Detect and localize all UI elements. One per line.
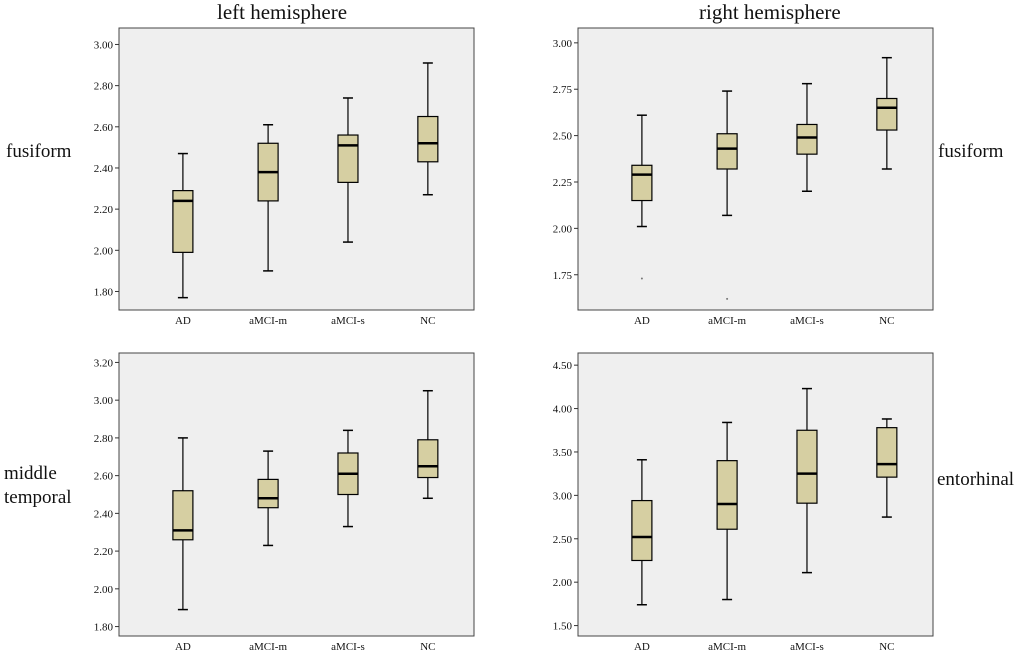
row-label-top-right: fusiform — [938, 141, 1004, 162]
left-middle-temporal-ytick-label: 3.20 — [94, 357, 114, 369]
right-fusiform-ytick-label: 2.25 — [553, 177, 573, 189]
right-entorhinal-box-AD — [631, 499, 653, 562]
left-fusiform-ytick-label: 2.60 — [94, 122, 114, 134]
left-middle-temporal-category-label-AD: AD — [175, 641, 191, 653]
left-fusiform-ytick-label: 2.20 — [94, 204, 114, 216]
right-entorhinal-box-aMCI-m — [716, 460, 738, 530]
right-fusiform-category-label-NC: NC — [879, 315, 894, 327]
left-middle-temporal-ytick-label: 2.00 — [94, 584, 114, 596]
left-fusiform-ytick-label: 2.80 — [94, 81, 114, 93]
row-label-bottom-left: middle temporal — [4, 462, 72, 510]
left-fusiform-category-label-AD: AD — [175, 315, 191, 327]
right-fusiform-ytick-label: 2.50 — [553, 131, 573, 143]
left-fusiform-box-AD — [172, 190, 194, 253]
left-middle-temporal-ytick-label: 2.80 — [94, 433, 114, 445]
left-hemisphere-title: left hemisphere — [217, 0, 348, 24]
right-fusiform-ytick-label: 1.75 — [553, 270, 573, 282]
right-fusiform-outlier-AD — [640, 277, 643, 280]
left-middle-temporal-ytick-label: 2.20 — [94, 546, 114, 558]
left-fusiform-box-aMCI-s — [337, 134, 359, 183]
right-fusiform-box-AD — [631, 164, 653, 202]
left-fusiform-category-label-aMCI-s: aMCI-s — [331, 315, 365, 327]
right-entorhinal-category-label-NC: NC — [879, 641, 894, 653]
left-fusiform-plot-area — [118, 27, 475, 311]
right-entorhinal-ytick-label: 2.50 — [553, 534, 573, 546]
right-entorhinal-box-NC — [876, 427, 898, 478]
right-fusiform-plot-area — [577, 27, 934, 311]
left-middle-temporal-box-AD — [172, 490, 194, 541]
left-middle-temporal-ytick-label: 1.80 — [94, 622, 114, 634]
right-fusiform-box-aMCI-m — [716, 133, 738, 170]
right-entorhinal-ytick-label: 4.00 — [553, 404, 573, 416]
left-fusiform-ytick-label: 2.00 — [94, 245, 114, 257]
right-fusiform-category-label-AD: AD — [634, 315, 650, 327]
left-middle-temporal-ytick-label: 3.00 — [94, 395, 114, 407]
left-middle-temporal-category-label-aMCI-s: aMCI-s — [331, 641, 365, 653]
left-middle-temporal-plot-area — [118, 352, 475, 637]
right-entorhinal-box-aMCI-s — [796, 429, 818, 504]
right-fusiform-ytick-label: 2.75 — [553, 84, 573, 96]
right-entorhinal-plot-area — [577, 352, 934, 637]
right-fusiform-ytick-label: 2.00 — [553, 223, 573, 235]
right-entorhinal-ytick-label: 3.50 — [553, 447, 573, 459]
right-entorhinal-category-label-aMCI-s: aMCI-s — [790, 641, 824, 653]
left-fusiform-ytick-label: 1.80 — [94, 286, 114, 298]
right-entorhinal-category-label-AD: AD — [634, 641, 650, 653]
row-label-top-left: fusiform — [6, 141, 72, 162]
left-fusiform-box-NC — [417, 115, 439, 163]
row-label-bottom-left-line2: temporal — [4, 487, 72, 508]
left-middle-temporal-ytick-label: 2.60 — [94, 471, 114, 483]
left-fusiform-category-label-NC: NC — [420, 315, 435, 327]
right-entorhinal-ytick-label: 3.00 — [553, 490, 573, 502]
left-middle-temporal-box-aMCI-m — [257, 478, 279, 509]
left-fusiform-category-label-aMCI-m: aMCI-m — [249, 315, 287, 327]
right-hemisphere-title: right hemisphere — [699, 0, 841, 24]
left-middle-temporal-ytick-label: 2.40 — [94, 508, 114, 520]
right-fusiform-outlier-aMCI-m — [726, 297, 729, 300]
right-fusiform-category-label-aMCI-s: aMCI-s — [790, 315, 824, 327]
right-entorhinal-ytick-label: 2.00 — [553, 577, 573, 589]
right-fusiform-ytick-label: 3.00 — [553, 38, 573, 50]
left-middle-temporal-category-label-NC: NC — [420, 641, 435, 653]
right-entorhinal-ytick-label: 1.50 — [553, 621, 573, 633]
right-fusiform-category-label-aMCI-m: aMCI-m — [708, 315, 746, 327]
row-label-bottom-right: entorhinal — [937, 469, 1015, 490]
left-middle-temporal-box-NC — [417, 439, 439, 479]
right-fusiform-box-NC — [876, 97, 898, 131]
right-entorhinal-ytick-label: 4.50 — [553, 360, 573, 372]
right-entorhinal-category-label-aMCI-m: aMCI-m — [708, 641, 746, 653]
right-fusiform-box-aMCI-s — [796, 123, 818, 155]
left-fusiform-ytick-label: 3.00 — [94, 39, 114, 51]
row-label-bottom-left-line1: middle — [4, 463, 57, 484]
left-middle-temporal-category-label-aMCI-m: aMCI-m — [249, 641, 287, 653]
left-fusiform-ytick-label: 2.40 — [94, 163, 114, 175]
